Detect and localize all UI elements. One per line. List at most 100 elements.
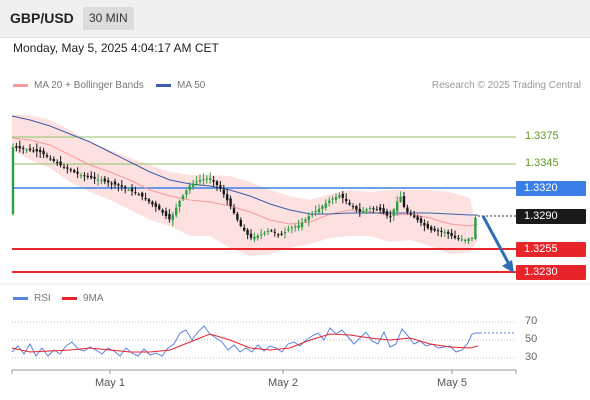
candle-body [246, 230, 249, 235]
candle-body [379, 207, 382, 211]
candle-body [59, 161, 62, 166]
candle-body [365, 209, 368, 211]
ma50-line [11, 115, 478, 216]
candle-body [436, 230, 440, 232]
ma9-label: 9MA [83, 293, 104, 304]
candle-body [198, 180, 202, 182]
candle-body [416, 216, 419, 221]
candle-body [96, 179, 100, 181]
level-label-r2: 1.3345 [525, 157, 559, 169]
candle-body [175, 207, 178, 216]
candle-body [338, 195, 341, 198]
candle-body [158, 205, 161, 210]
candle-body [209, 178, 212, 180]
candle-body [117, 184, 120, 186]
candle-body [79, 175, 83, 177]
candle-body [219, 185, 222, 189]
candle-body [453, 235, 457, 238]
candle-body [22, 148, 25, 150]
candle-body [423, 222, 426, 226]
candle-body [35, 149, 38, 152]
x-axis-label-may5: May 5 [437, 377, 467, 389]
candle-body [331, 198, 334, 200]
symbol-title: GBP/USD [10, 10, 74, 26]
timeframe-button[interactable]: 30 MIN [83, 7, 134, 30]
candle-body [110, 183, 113, 185]
candle-body [195, 181, 198, 183]
candle-body [32, 150, 35, 152]
candle-body [147, 199, 151, 202]
datetime-label: Monday, May 5, 2025 4:04:17 AM CET [13, 41, 219, 55]
candle-body [345, 198, 348, 202]
candle-body [249, 233, 253, 238]
candle-body [185, 190, 188, 195]
candle-body [134, 192, 137, 194]
candle-body [69, 169, 72, 171]
candle-body [297, 225, 300, 228]
candle-body [205, 178, 208, 180]
price-tag-s1: 1.3255 [516, 242, 586, 257]
candle-body [470, 238, 474, 239]
candle-body [222, 189, 225, 195]
candle-body [124, 186, 127, 189]
candle-body [25, 149, 28, 151]
candle-body [168, 214, 171, 220]
candle-body [341, 193, 344, 198]
candle-body [334, 197, 338, 200]
candle-body [266, 231, 270, 232]
candle-body [460, 239, 463, 241]
candle-body [382, 208, 385, 213]
price-tag-r1: 1.3320 [516, 181, 586, 196]
candle-body [202, 179, 205, 181]
candle-body [151, 201, 154, 205]
forecast-arrowhead [502, 260, 514, 273]
candle-body [433, 228, 436, 231]
candle-body [93, 176, 96, 179]
candle-body [358, 208, 361, 212]
candle-body [188, 185, 191, 191]
candle-body [18, 146, 21, 149]
candle-body [273, 231, 276, 233]
candle-body [283, 232, 287, 234]
candle-body [294, 226, 297, 228]
candle-body [447, 231, 450, 234]
legend-ma50: MA 50 [156, 80, 205, 91]
ma50-swatch [156, 84, 171, 87]
rsi-line [11, 325, 480, 357]
candle-body [467, 238, 470, 241]
candle-body [52, 158, 55, 161]
candle-body [457, 237, 460, 239]
candle-body [280, 233, 283, 235]
candle-body [120, 185, 123, 187]
price-tag-s2: 1.3230 [516, 265, 586, 280]
legend-ma20: MA 20 + Bollinger Bands [13, 80, 144, 91]
candle-body [76, 171, 79, 174]
candle-body [399, 196, 402, 202]
candle-body [113, 181, 117, 185]
candle-body [83, 175, 86, 177]
price-tag-pivot: 1.3290 [516, 209, 586, 224]
ma20-swatch [13, 84, 28, 87]
candle-body [321, 206, 324, 210]
candle-body [324, 203, 327, 208]
candle-body [212, 180, 215, 182]
candle-body [28, 148, 32, 151]
candle-body [107, 180, 110, 183]
candle-body [270, 230, 273, 232]
candle-body [474, 217, 477, 239]
candle-body [355, 206, 358, 210]
rsi-tick-70: 70 [525, 315, 538, 327]
candle-body [171, 214, 174, 221]
x-axis-label-may1: May 1 [95, 377, 125, 389]
candle-body [396, 201, 399, 212]
ma20-label: MA 20 + Bollinger Bands [34, 80, 144, 91]
candle-body [362, 210, 365, 213]
candle-body [45, 155, 49, 157]
candle-body [226, 194, 229, 201]
candle-body [100, 180, 103, 182]
candle-body [372, 208, 375, 210]
rsi-tick-50: 50 [525, 333, 538, 345]
candle-body [130, 188, 134, 192]
candle-body [127, 189, 130, 191]
